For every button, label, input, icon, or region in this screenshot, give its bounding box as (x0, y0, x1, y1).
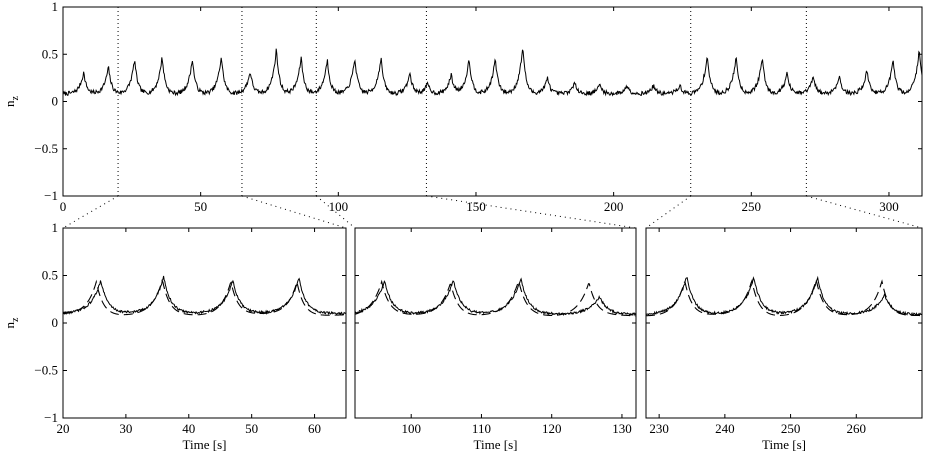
x-tick-label: 120 (542, 421, 562, 436)
axes-frame (645, 227, 923, 419)
series-measured-solid (63, 48, 922, 97)
axes-frame (62, 6, 923, 197)
y-tick-label: 1 (52, 0, 59, 14)
x-tick-label: 240 (715, 421, 735, 436)
y-tick-label: −1 (44, 188, 58, 203)
x-tick-label: 230 (649, 421, 669, 436)
y-axis-label-text: nz (2, 95, 21, 107)
x-tick-label: 300 (879, 199, 899, 214)
zoom-panel-1: 20 30 40 50 60 −1 −0.5 0 0.5 1 nz Time [s] (2, 220, 347, 452)
series-reference-dashed (355, 279, 636, 317)
zoom-connector-left (62, 195, 119, 229)
x-tick-label: 50 (194, 199, 207, 214)
x-tick-label: 0 (60, 199, 67, 214)
x-tick-label: 40 (182, 421, 195, 436)
axes-frame (62, 227, 347, 419)
zoom-connectors (62, 195, 923, 229)
zoom-connector-right (806, 195, 923, 229)
y-axis-label: nz (2, 317, 21, 329)
plot-area (63, 275, 346, 316)
x-tick-label: 150 (466, 199, 486, 214)
y-tick-label: 0 (52, 94, 59, 109)
zoom-connector-left (315, 195, 356, 229)
y-tick-label: 0 (52, 315, 59, 330)
x-tick-label: 50 (245, 421, 258, 436)
x-tick-label: 260 (847, 421, 867, 436)
x-axis-label: Time [s] (762, 437, 806, 452)
x-tick-label: 30 (119, 421, 132, 436)
x-tick-label: 20 (57, 421, 70, 436)
y-axis-label-main: n (2, 100, 17, 107)
y-axis-label-text: nz (2, 317, 21, 329)
x-tick-label: 200 (604, 199, 624, 214)
x-tick-label: 250 (781, 421, 801, 436)
zoom-panel-2: 100 110 120 130 Time [s] (354, 227, 637, 452)
y-axis-label-sub: z (10, 317, 21, 322)
y-axis-label-sub: z (10, 95, 21, 100)
series-measured-solid (63, 275, 346, 316)
zoom-panel-3: 230 240 250 260 Time [s] (645, 227, 923, 452)
plot-area (646, 275, 922, 317)
axes-frame (354, 227, 637, 419)
y-axis-label: nz (2, 95, 21, 107)
zoom-connector-right (241, 195, 347, 229)
plot-area (63, 7, 922, 196)
y-tick-label: −0.5 (34, 363, 58, 378)
x-tick-label: 110 (472, 421, 491, 436)
x-tick-label: 100 (329, 199, 349, 214)
series-reference-dashed (646, 277, 922, 317)
series-reference-dashed (63, 279, 346, 316)
overview-panel: 0 50 100 150 200 250 300 −1 −0.5 0 0.5 1 nz (2, 0, 923, 214)
x-axis-label: Time [s] (183, 437, 227, 452)
x-tick-label: 60 (308, 421, 321, 436)
zoom-connector-right (426, 195, 637, 229)
y-axis-label-main: n (2, 321, 17, 328)
y-tick-label: 0.5 (42, 268, 58, 283)
y-tick-label: 1 (52, 220, 59, 235)
plot-area (355, 277, 636, 317)
x-axis-label: Time [s] (474, 437, 518, 452)
y-tick-label: 0.5 (42, 46, 58, 61)
x-tick-label: 100 (401, 421, 421, 436)
zoom-connector-left (645, 195, 692, 229)
y-tick-label: −1 (44, 410, 58, 425)
x-tick-label: 130 (612, 421, 632, 436)
x-tick-label: 250 (742, 199, 762, 214)
y-tick-label: −0.5 (34, 141, 58, 156)
series-measured-solid (646, 275, 922, 317)
